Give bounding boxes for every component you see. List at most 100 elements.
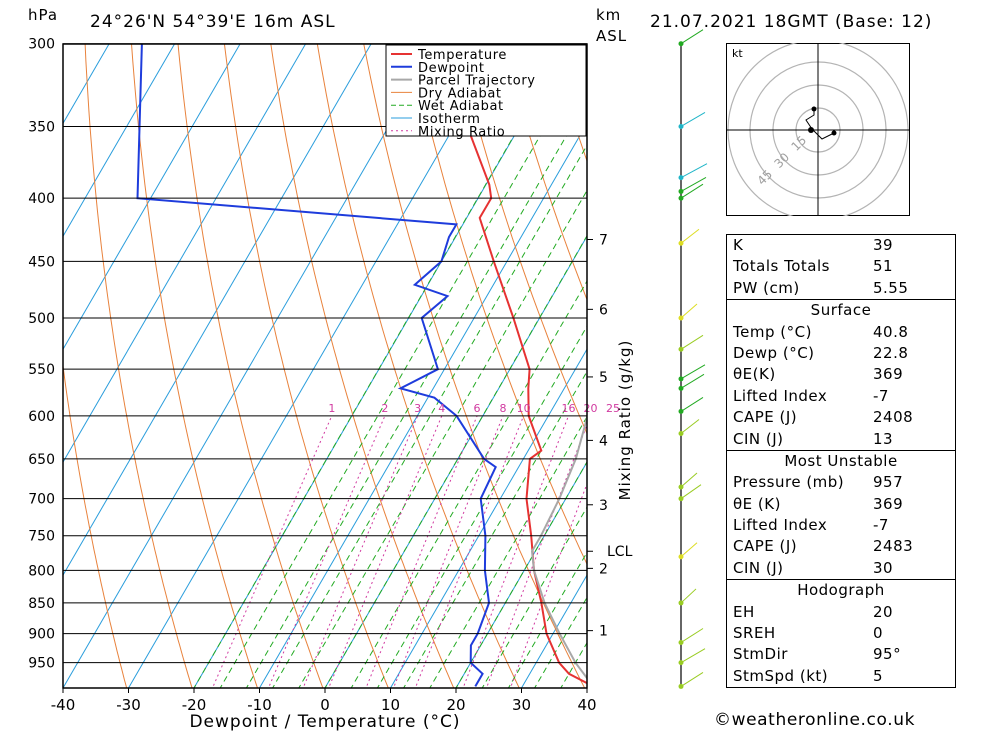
- pressure-tick-label: 850: [28, 596, 55, 612]
- wind-barb: [680, 163, 708, 179]
- isotherm-line: [389, 348, 587, 688]
- copyright: ©weatheronline.co.uk: [714, 710, 916, 730]
- wind-barb-point: [678, 640, 684, 646]
- hodograph-point: [831, 130, 837, 136]
- wind-barb-point: [678, 408, 684, 414]
- temp-tick-label: 30: [512, 696, 531, 714]
- pressure-tick-label: 650: [28, 452, 55, 468]
- temp-tick-label: 20: [446, 696, 465, 714]
- surface-theta: θE(K) 369: [733, 365, 904, 384]
- wind-barb: [680, 364, 706, 380]
- pressure-tick-label: 450: [28, 254, 55, 270]
- mixing-ratio-label: 16: [562, 402, 576, 415]
- wet-adiabat: [193, 44, 568, 688]
- dry-adiabat: [949, 7, 1000, 717]
- wind-barb-point: [678, 385, 684, 391]
- mixing-ratio-label: 1: [328, 402, 335, 415]
- wind-barb: [680, 472, 698, 488]
- mixing-ratio-label: 8: [499, 402, 506, 415]
- surface-dewp: Dewp (°C) 22.8: [733, 343, 909, 362]
- wind-barb-point: [678, 431, 684, 437]
- km-tick-label: 5: [599, 370, 608, 386]
- hodograph-unit-label: kt: [732, 47, 743, 60]
- temp-tick-label: -30: [116, 696, 141, 714]
- wind-barb-point: [678, 175, 684, 181]
- legend-label: Parcel Trajectory: [418, 74, 536, 89]
- dry-adiabat: [409, 44, 587, 566]
- hodo-stmspd: StmSpd (kt) 5: [733, 666, 884, 685]
- hodograph-point: [811, 106, 817, 112]
- wind-barb: [680, 672, 704, 687]
- mu-cape: CAPE (J) 2483: [733, 537, 914, 556]
- pressure-tick-label: 750: [28, 529, 55, 545]
- wind-barb: [680, 419, 700, 434]
- wind-barb: [680, 112, 706, 127]
- mixing-ratio-line: [365, 415, 478, 688]
- hodograph-trace: [805, 109, 835, 140]
- wind-barb-point: [678, 41, 684, 47]
- pressure-tick-label: 500: [28, 311, 55, 327]
- wind-barb-point: [678, 123, 684, 129]
- mu-pres: Pressure (mb) 957: [733, 473, 904, 492]
- mixing-ratio-label: 2: [381, 402, 388, 415]
- mixing-ratio-label: 6: [474, 402, 481, 415]
- km-tick-label: 3: [599, 498, 608, 514]
- pressure-tick-label: 600: [28, 409, 55, 425]
- km-tick-label: 2: [599, 561, 608, 577]
- pressure-tick-label: 800: [28, 563, 55, 579]
- pressure-tick-label: 550: [28, 362, 55, 378]
- wind-barb-point: [678, 600, 684, 606]
- hodo-eh: EH 20: [733, 602, 894, 621]
- pressure-tick-label: 950: [28, 656, 55, 672]
- wind-barb-point: [678, 195, 684, 201]
- mixing-ratio-label: 3: [414, 402, 421, 415]
- storm-motion-point: [808, 127, 814, 133]
- stat-k: K 39: [733, 236, 894, 254]
- mixing-ratio-label: 25: [606, 402, 620, 415]
- wind-barb: [680, 396, 704, 412]
- km-label: km: [596, 6, 622, 24]
- mixing-ratio-line: [328, 415, 443, 688]
- temp-tick-label: 10: [381, 696, 400, 714]
- legend-label: Dry Adiabat: [418, 86, 502, 101]
- surface-cape: CAPE (J) 2408: [733, 408, 914, 427]
- wind-barb-point: [678, 240, 684, 246]
- isotherm-line: [455, 461, 587, 688]
- pressure-tick-label: 400: [28, 191, 55, 207]
- mixing-ratio-line: [302, 415, 419, 688]
- asl-label: ASL: [596, 27, 628, 45]
- dry-adiabat: [177, 44, 324, 688]
- mu-li: Lifted Index -7: [733, 516, 889, 535]
- dry-adiabat: [63, 362, 128, 688]
- surface-temp: Temp (°C) 40.8: [733, 322, 909, 341]
- km-tick-label: 1: [599, 624, 608, 640]
- mixing-ratio-axis-label: Mixing Ratio (g/kg): [616, 340, 634, 501]
- dry-adiabat: [456, 44, 587, 435]
- wind-barb: [680, 176, 707, 192]
- plot-frame: [62, 43, 588, 689]
- dry-adiabat: [270, 44, 455, 688]
- wind-barb: [680, 542, 698, 558]
- wind-barb-point: [678, 346, 684, 352]
- pressure-tick-label: 700: [28, 492, 55, 508]
- surface-cin: CIN (J) 13: [733, 429, 894, 448]
- isotherm-line: [63, 44, 372, 577]
- wind-barb-point: [678, 554, 684, 560]
- dry-adiabat: [502, 44, 587, 301]
- mixing-ratio-line: [509, 482, 587, 688]
- dry-adiabat: [994, 7, 1000, 717]
- mixing-ratio-line: [267, 415, 386, 688]
- isotherm-line: [63, 44, 307, 464]
- wind-barb: [680, 228, 700, 244]
- wet-adiabat: [245, 99, 587, 688]
- mixing-ratio-line: [211, 415, 333, 688]
- wind-barb-point: [678, 315, 684, 321]
- km-tick-label: 7: [599, 233, 608, 249]
- legend-label: Wet Adiabat: [418, 99, 504, 114]
- legend-label: Temperature: [417, 48, 507, 63]
- hodo-title: Hodograph: [797, 581, 885, 600]
- wet-adiabat: [219, 53, 587, 688]
- mu-title: Most Unstable: [784, 451, 898, 470]
- temp-tick-label: -20: [182, 696, 207, 714]
